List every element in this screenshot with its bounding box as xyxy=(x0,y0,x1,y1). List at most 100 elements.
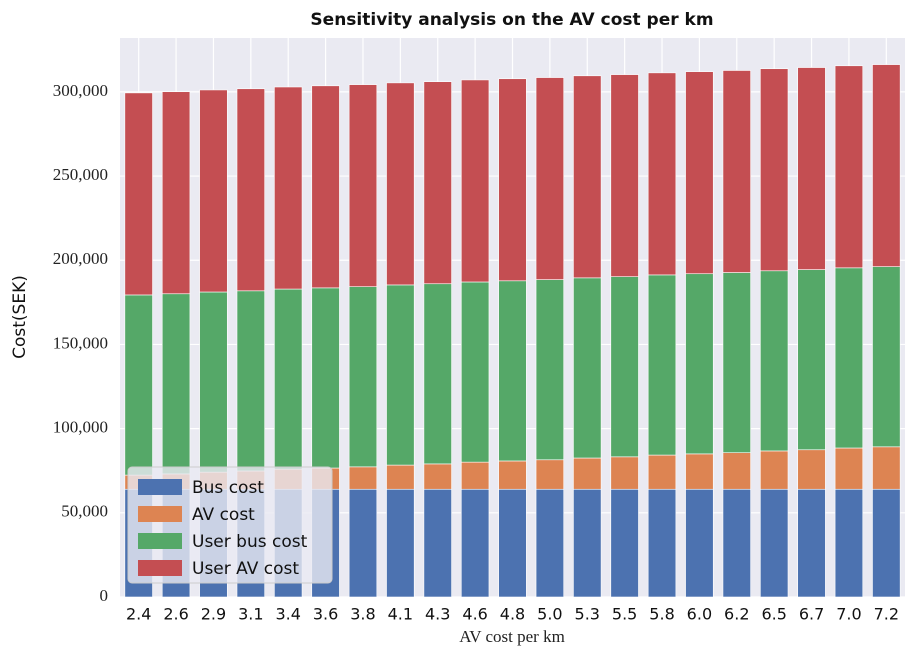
x-tick-label: 4.1 xyxy=(388,605,413,624)
legend-label: User bus cost xyxy=(192,532,308,552)
bar-segment xyxy=(722,488,751,598)
bar-segment xyxy=(535,279,565,461)
bar-segment xyxy=(460,79,490,283)
bar-segment xyxy=(498,280,527,462)
bar-segment xyxy=(311,287,340,469)
bar-segment xyxy=(647,274,677,456)
y-tick-label: 0 xyxy=(100,586,109,605)
bar-segment xyxy=(386,464,415,490)
x-tick-label: 5.0 xyxy=(537,605,562,624)
bar-segment xyxy=(124,92,153,296)
bar-segment xyxy=(872,488,901,598)
y-axis-label: Cost(SEK) xyxy=(10,275,30,359)
bar-segment xyxy=(834,447,864,490)
x-tick-label: 6.2 xyxy=(724,605,749,624)
bar-segment xyxy=(872,266,901,448)
bar-segment xyxy=(423,463,452,490)
bar-segment xyxy=(834,65,864,269)
bar-segment xyxy=(685,273,714,455)
x-tick-label: 6.7 xyxy=(799,605,824,624)
y-tick-label: 100,000 xyxy=(53,418,108,437)
legend-box xyxy=(127,466,333,584)
bar-segment xyxy=(797,488,826,598)
bar-segment xyxy=(124,294,153,476)
bar-segment xyxy=(498,488,527,598)
y-tick-label: 250,000 xyxy=(53,165,108,184)
x-tick-label: 4.6 xyxy=(462,605,487,624)
bar-segment xyxy=(386,284,415,466)
x-tick-label: 3.4 xyxy=(275,605,300,624)
bar-segment xyxy=(498,78,527,282)
bar-segment xyxy=(236,290,265,472)
bar-segment xyxy=(647,454,677,490)
legend-label: Bus cost xyxy=(192,478,264,498)
bar-segment xyxy=(685,453,714,490)
bar-segment xyxy=(760,450,789,490)
x-tick-label: 5.8 xyxy=(649,605,674,624)
x-axis-label: AV cost per km xyxy=(459,627,565,646)
bar-segment xyxy=(348,286,378,468)
bar-segment xyxy=(423,283,452,465)
legend-swatch xyxy=(138,533,182,549)
bar-segment xyxy=(834,488,864,598)
legend-swatch xyxy=(138,506,182,522)
bar-segment xyxy=(797,269,826,451)
legend-label: AV cost xyxy=(192,505,255,525)
y-tick-label: 150,000 xyxy=(53,333,108,352)
x-tick-label: 4.3 xyxy=(425,605,450,624)
x-tick-label: 7.0 xyxy=(836,605,861,624)
legend-label: User AV cost xyxy=(192,559,299,579)
y-tick-label: 300,000 xyxy=(53,81,108,100)
x-tick-label: 2.6 xyxy=(163,605,188,624)
x-tick-label: 4.8 xyxy=(500,605,525,624)
bar-segment xyxy=(610,488,639,598)
x-tick-label: 3.8 xyxy=(350,605,375,624)
bar-segment xyxy=(797,449,826,490)
bar-segment xyxy=(872,64,901,267)
bar-segment xyxy=(722,272,751,454)
chart-title: Sensitivity analysis on the AV cost per … xyxy=(310,10,713,30)
bar-segment xyxy=(760,270,789,452)
x-tick-label: 3.6 xyxy=(313,605,338,624)
bar-segment xyxy=(573,75,602,279)
bar-segment xyxy=(423,81,452,285)
bar-segment xyxy=(573,457,602,490)
bar-segment xyxy=(199,291,228,473)
legend-swatch xyxy=(138,560,182,576)
x-tick-label: 2.9 xyxy=(201,605,226,624)
x-tick-label: 5.5 xyxy=(612,605,637,624)
x-tick-label: 7.2 xyxy=(874,605,899,624)
bar-segment xyxy=(348,84,378,287)
bar-segment xyxy=(199,89,228,293)
bar-segment xyxy=(236,88,265,292)
bar-segment xyxy=(423,488,452,598)
legend-swatch xyxy=(138,479,182,495)
bar-segment xyxy=(460,488,490,598)
bar-segment xyxy=(386,82,415,286)
x-tick-label: 6.5 xyxy=(761,605,786,624)
bar-segment xyxy=(573,488,602,598)
bar-segment xyxy=(573,277,602,459)
y-tick-label: 200,000 xyxy=(53,249,108,268)
bar-segment xyxy=(647,72,677,276)
bar-segment xyxy=(535,459,565,490)
x-tick-label: 2.4 xyxy=(126,605,151,624)
bar-segment xyxy=(161,91,191,295)
bar-segment xyxy=(498,460,527,490)
bar-segment xyxy=(348,488,378,598)
bar-segment xyxy=(610,276,639,458)
bar-segment xyxy=(161,293,191,475)
bar-segment xyxy=(685,71,714,275)
x-tick-label: 3.1 xyxy=(238,605,263,624)
bar-segment xyxy=(610,456,639,490)
bar-segment xyxy=(274,288,303,470)
bar-segment xyxy=(872,446,901,490)
bar-segment xyxy=(685,488,714,598)
x-tick-label: 6.0 xyxy=(687,605,712,624)
bar-segment xyxy=(348,466,378,490)
bar-segment xyxy=(535,488,565,598)
x-tick-label: 5.3 xyxy=(575,605,600,624)
bar-segment xyxy=(722,452,751,490)
bar-segment xyxy=(647,488,677,598)
